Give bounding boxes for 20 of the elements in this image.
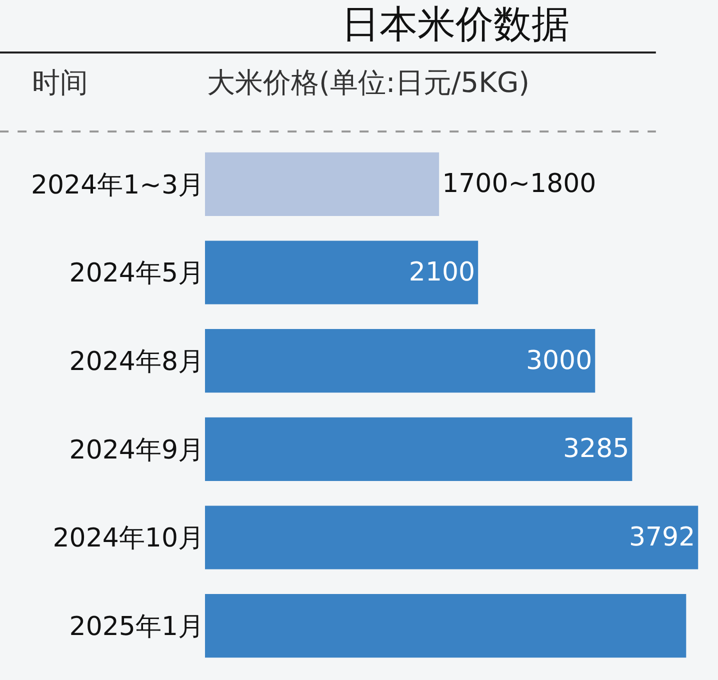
data-label: 1700~1800 [442, 169, 596, 200]
x-axis-title: 大米价格(单位:日元/5KG) [207, 66, 530, 99]
y-tick-label: 2025年1月 [69, 612, 204, 642]
bar [205, 152, 440, 216]
bar [205, 417, 632, 481]
bar [205, 329, 596, 393]
bar [205, 506, 698, 570]
y-tick-label: 2024年9月 [69, 435, 204, 466]
y-tick-label: 2024年5月 [69, 258, 204, 289]
chart-title: 日本米价数据 [342, 2, 570, 46]
data-label: 3792 [628, 522, 696, 552]
bar [205, 240, 478, 304]
y-axis-title: 时间 [32, 66, 88, 99]
y-tick-label: 2024年1~3月 [30, 170, 204, 200]
data-label: 2100 [408, 258, 476, 288]
data-label: 3285 [563, 434, 630, 464]
bar [205, 594, 686, 658]
y-tick-label: 2024年8月 [69, 346, 204, 377]
y-tick-label: 2024年10月 [52, 524, 204, 554]
data-label: 3000 [526, 346, 592, 376]
